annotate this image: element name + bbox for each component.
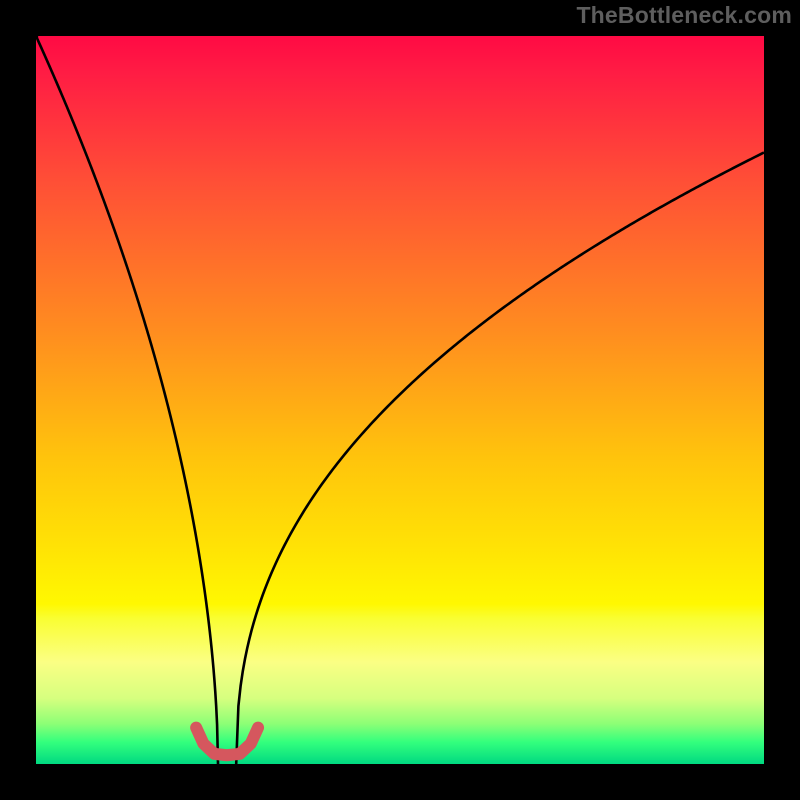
chart-gradient-background — [36, 36, 764, 764]
watermark-text: TheBottleneck.com — [576, 2, 792, 29]
chart-container: TheBottleneck.com — [0, 0, 800, 800]
